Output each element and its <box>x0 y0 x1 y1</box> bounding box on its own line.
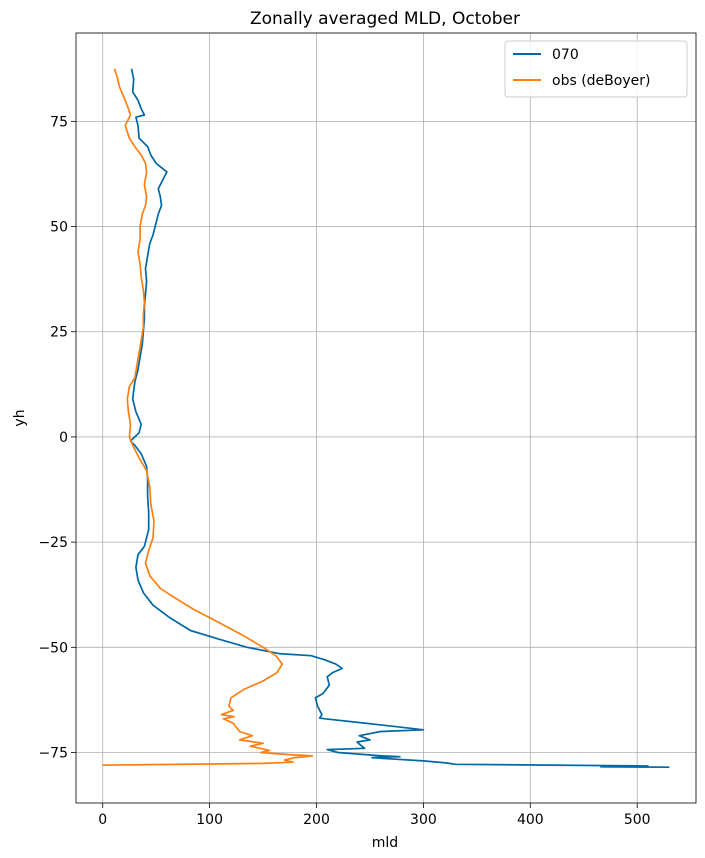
series-lines <box>102 68 670 769</box>
y-tick-label: 0 <box>59 430 68 446</box>
grid <box>76 33 696 803</box>
plot-frame <box>75 32 697 804</box>
y-tick-label: 50 <box>50 220 68 236</box>
x-tick-label: 100 <box>196 812 223 828</box>
y-tick-label: 25 <box>50 325 68 341</box>
y-tick-label: −25 <box>38 535 68 551</box>
y-tick-label: −50 <box>38 640 68 656</box>
legend-label-obs: obs (deBoyer) <box>552 73 650 89</box>
legend-label-070: 070 <box>552 47 579 63</box>
chart-title: Zonally averaged MLD, October <box>250 9 520 29</box>
x-tick-label: 200 <box>303 812 330 828</box>
series-line-1 <box>102 68 314 766</box>
legend-box <box>504 40 688 98</box>
y-axis-ticks: −75 −50 −25 0 25 50 75 <box>38 114 76 762</box>
legend: 070 obs (deBoyer) <box>504 40 688 98</box>
x-tick-label: 0 <box>98 812 107 828</box>
y-tick-label: −75 <box>38 746 68 762</box>
x-tick-label: 400 <box>517 812 544 828</box>
series-line-0 <box>129 68 670 769</box>
y-axis-title: yh <box>12 409 28 426</box>
x-tick-label: 300 <box>410 812 437 828</box>
x-axis-title: mld <box>372 835 398 851</box>
x-tick-label: 500 <box>624 812 651 828</box>
y-tick-label: 75 <box>50 114 68 130</box>
x-axis-ticks: 0 100 200 300 400 500 <box>98 803 651 828</box>
